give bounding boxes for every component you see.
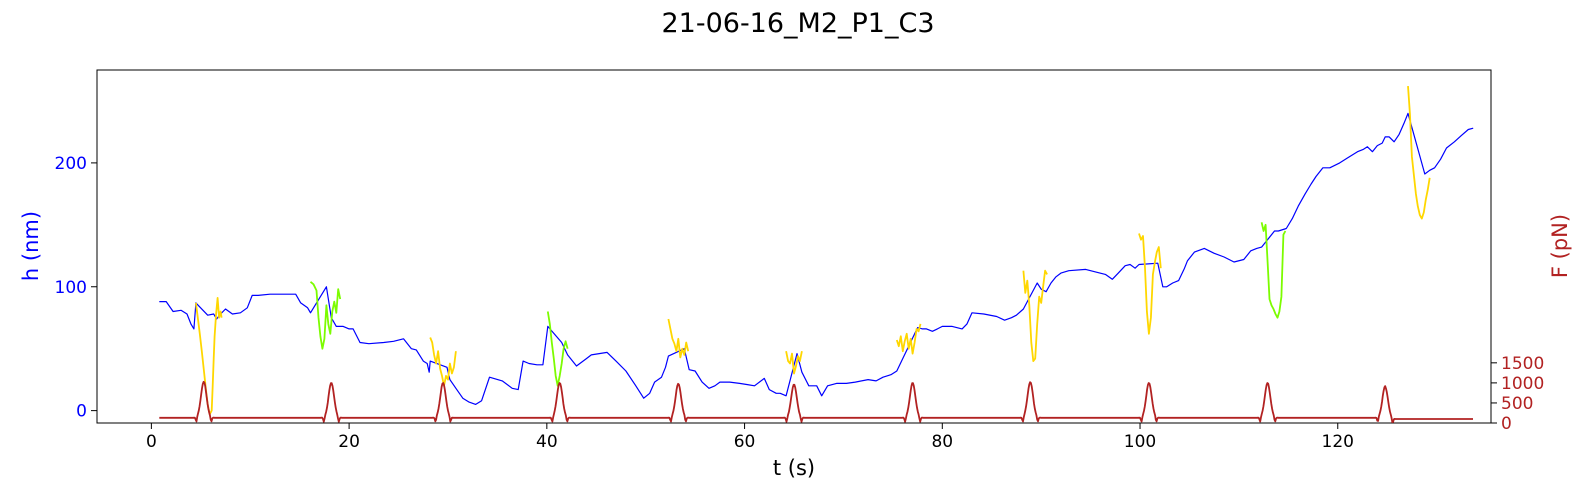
compression-segment-line <box>309 281 342 350</box>
y-axis-left-label: h (nm) <box>19 211 43 281</box>
y-left-tick-label: 200 <box>55 154 87 174</box>
compression-segment-line <box>1407 86 1431 220</box>
plot-area-frame <box>96 69 1492 424</box>
x-axis-label: t (s) <box>773 456 815 480</box>
y-right-tick-label: 1500 <box>1501 354 1544 374</box>
compression-segment-line <box>667 318 690 359</box>
x-tick-label: 120 <box>1322 432 1354 452</box>
series-layer <box>159 86 1474 423</box>
y-left-tick-label: 0 <box>76 402 87 422</box>
y-axis-right-label: F (pN) <box>1548 214 1572 278</box>
y-left-tick-label: 100 <box>55 278 87 298</box>
compression-segment-line <box>429 337 457 387</box>
x-tick-label: 80 <box>931 432 953 452</box>
y-right-tick-label: 500 <box>1501 394 1533 414</box>
x-tick-label: 100 <box>1124 432 1156 452</box>
x-tick-label: 40 <box>536 432 558 452</box>
compression-segment-line <box>895 323 922 355</box>
y-right-tick-label: 0 <box>1501 414 1512 434</box>
height-series-line <box>159 112 1474 405</box>
compression-segment-line <box>195 297 223 416</box>
compression-segment-line <box>1022 269 1048 362</box>
y-right-tick-label: 1000 <box>1501 374 1544 394</box>
x-tick-label: 20 <box>338 432 360 452</box>
x-tick-label: 0 <box>146 432 157 452</box>
x-tick-label: 60 <box>734 432 756 452</box>
force-series-line <box>159 380 1474 423</box>
compression-segment-line <box>1260 222 1287 319</box>
compression-segment-line <box>785 351 803 375</box>
chart-title: 21-06-16_M2_P1_C3 <box>661 8 934 39</box>
compression-segment-line <box>1138 233 1162 335</box>
